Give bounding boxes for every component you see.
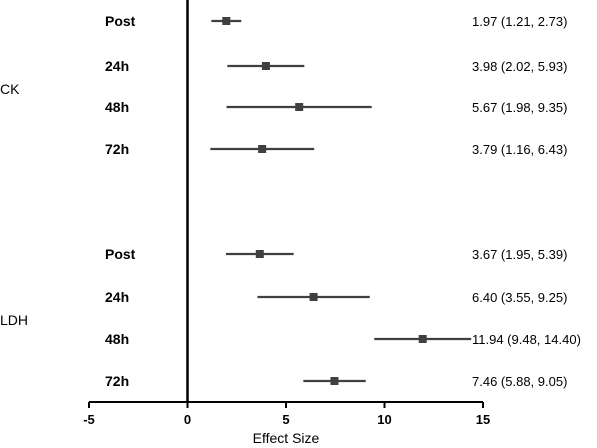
point-estimate-ck-24h bbox=[261, 62, 270, 70]
ci-text-ldh-48h: 11.94 (9.48, 14.40) bbox=[472, 332, 581, 347]
row-label-ldh-72h: 72h bbox=[105, 373, 129, 389]
row-label-ck-24h: 24h bbox=[105, 58, 129, 74]
ci-text-ck-72h: 3.79 (1.16, 6.43) bbox=[472, 142, 567, 157]
ci-text-ck-48h: 5.67 (1.98, 9.35) bbox=[472, 100, 567, 115]
row-label-ck-48h: 48h bbox=[105, 99, 129, 115]
x-axis-title: Effect Size bbox=[253, 430, 320, 446]
point-estimate-ldh-24h bbox=[309, 293, 318, 301]
forest-rows: CK Post 1.97 (1.21, 2.73) 24h 3.98 (2.02, 5.… bbox=[0, 13, 581, 389]
point-estimate-ldh-72h bbox=[330, 377, 339, 385]
row-label-ck-post: Post bbox=[105, 13, 136, 29]
point-estimate-ck-48h bbox=[295, 103, 304, 111]
ci-text-ck-post: 1.97 (1.21, 2.73) bbox=[472, 14, 567, 29]
x-axis-ticks: -5 0 5 10 15 bbox=[83, 402, 490, 427]
row-label-ldh-24h: 24h bbox=[105, 289, 129, 305]
x-tick-label: 15 bbox=[476, 412, 490, 427]
point-estimate-ldh-post bbox=[255, 250, 264, 258]
group-label-ck: CK bbox=[0, 81, 20, 97]
ci-text-ldh-24h: 6.40 (3.55, 9.25) bbox=[472, 290, 567, 305]
row-label-ldh-post: Post bbox=[105, 246, 136, 262]
group-label-ldh: LDH bbox=[0, 312, 28, 328]
x-tick-label: -5 bbox=[83, 412, 95, 427]
ci-text-ldh-72h: 7.46 (5.88, 9.05) bbox=[472, 374, 567, 389]
x-tick-label: 0 bbox=[184, 412, 191, 427]
row-label-ck-72h: 72h bbox=[105, 141, 129, 157]
point-estimate-ck-72h bbox=[258, 145, 267, 153]
x-tick-label: 5 bbox=[282, 412, 289, 427]
ci-text-ldh-post: 3.67 (1.95, 5.39) bbox=[472, 247, 567, 262]
ci-text-ck-24h: 3.98 (2.02, 5.93) bbox=[472, 59, 567, 74]
point-estimate-ldh-48h bbox=[418, 335, 427, 343]
row-label-ldh-48h: 48h bbox=[105, 331, 129, 347]
point-estimate-ck-post bbox=[222, 17, 231, 25]
x-tick-label: 10 bbox=[377, 412, 391, 427]
